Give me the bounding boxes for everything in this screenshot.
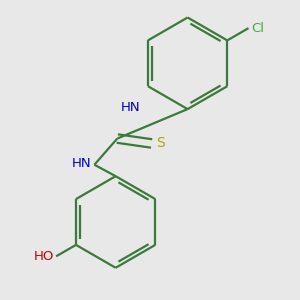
Text: HO: HO [34,250,55,263]
Text: Cl: Cl [251,22,264,34]
Text: S: S [157,136,165,151]
Text: HN: HN [71,157,91,169]
Text: HN: HN [121,101,140,114]
